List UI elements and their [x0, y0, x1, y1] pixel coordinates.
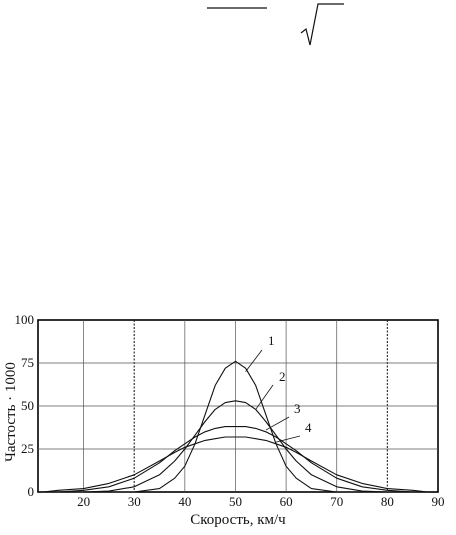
series-line-2 [43, 400, 428, 493]
series-line-4 [43, 436, 428, 493]
series-layer [43, 360, 428, 493]
x-tick-label: 30 [128, 494, 141, 509]
x-tick-label: 70 [330, 494, 343, 509]
y-tick-label: 25 [21, 441, 34, 456]
grid [38, 320, 438, 492]
series-line-1 [43, 360, 428, 493]
x-tick-label: 50 [229, 494, 242, 509]
series-labels: 1 2 34 [245, 333, 312, 443]
series-label-1: 1 [268, 333, 275, 348]
series-line-3 [43, 426, 428, 493]
series-label-4: 4 [305, 420, 312, 435]
series-label-2: 2 [279, 369, 286, 384]
x-tick-labels: 20 30 40 50 60 70 80 90 [77, 494, 444, 509]
x-tick-label: 40 [178, 494, 191, 509]
x-axis-label: Скорость, км/ч [190, 512, 286, 528]
x-tick-label: 80 [381, 494, 394, 509]
series-leader-1 [245, 349, 263, 372]
x-tick-label: 20 [77, 494, 90, 509]
formula-fragment [207, 3, 344, 46]
series-leader-2 [255, 384, 274, 410]
y-tick-label: 50 [21, 398, 34, 413]
y-tick-labels: 0 25 50 75 100 [15, 312, 35, 499]
y-tick-label: 100 [15, 312, 35, 327]
series-label-3: 3 [294, 401, 301, 416]
series-leader-4 [275, 435, 301, 443]
x-tick-label: 90 [432, 494, 445, 509]
y-tick-label: 0 [28, 484, 35, 499]
sqrt-sign [300, 3, 344, 46]
y-tick-label: 75 [21, 355, 34, 370]
series-leader-3 [265, 416, 290, 431]
y-axis-label: Частость · 1000 [3, 362, 19, 462]
x-tick-label: 60 [280, 494, 293, 509]
